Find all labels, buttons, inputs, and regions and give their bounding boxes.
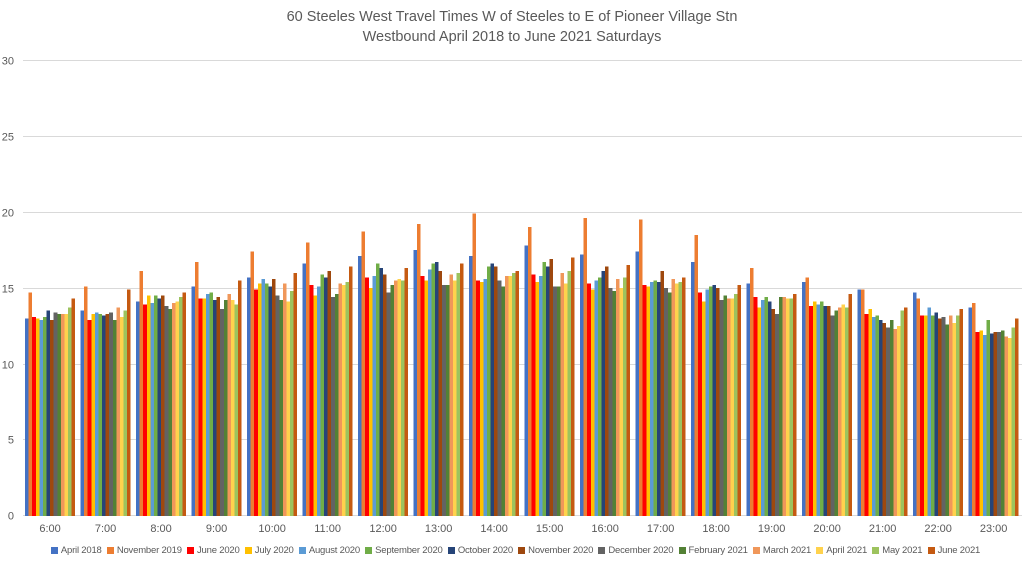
svg-text:18:00: 18:00 bbox=[702, 523, 730, 535]
svg-text:25: 25 bbox=[2, 131, 14, 143]
svg-text:13:00: 13:00 bbox=[425, 523, 453, 535]
svg-text:9:00: 9:00 bbox=[206, 523, 227, 535]
svg-text:16:00: 16:00 bbox=[591, 523, 619, 535]
svg-text:10: 10 bbox=[2, 359, 14, 371]
svg-text:30: 30 bbox=[2, 55, 14, 67]
svg-text:20:00: 20:00 bbox=[813, 523, 841, 535]
svg-text:15: 15 bbox=[2, 283, 14, 295]
svg-text:19:00: 19:00 bbox=[758, 523, 786, 535]
svg-text:7:00: 7:00 bbox=[95, 523, 116, 535]
svg-text:5: 5 bbox=[8, 434, 14, 446]
svg-text:20: 20 bbox=[2, 207, 14, 219]
svg-text:6:00: 6:00 bbox=[39, 523, 60, 535]
svg-text:17:00: 17:00 bbox=[647, 523, 675, 535]
svg-text:21:00: 21:00 bbox=[869, 523, 897, 535]
svg-text:22:00: 22:00 bbox=[924, 523, 952, 535]
svg-text:8:00: 8:00 bbox=[150, 523, 171, 535]
svg-text:12:00: 12:00 bbox=[369, 523, 397, 535]
svg-text:15:00: 15:00 bbox=[536, 523, 564, 535]
svg-text:23:00: 23:00 bbox=[980, 523, 1008, 535]
svg-text:10:00: 10:00 bbox=[258, 523, 286, 535]
svg-text:14:00: 14:00 bbox=[480, 523, 508, 535]
svg-text:0: 0 bbox=[8, 510, 14, 522]
svg-text:11:00: 11:00 bbox=[314, 523, 341, 535]
